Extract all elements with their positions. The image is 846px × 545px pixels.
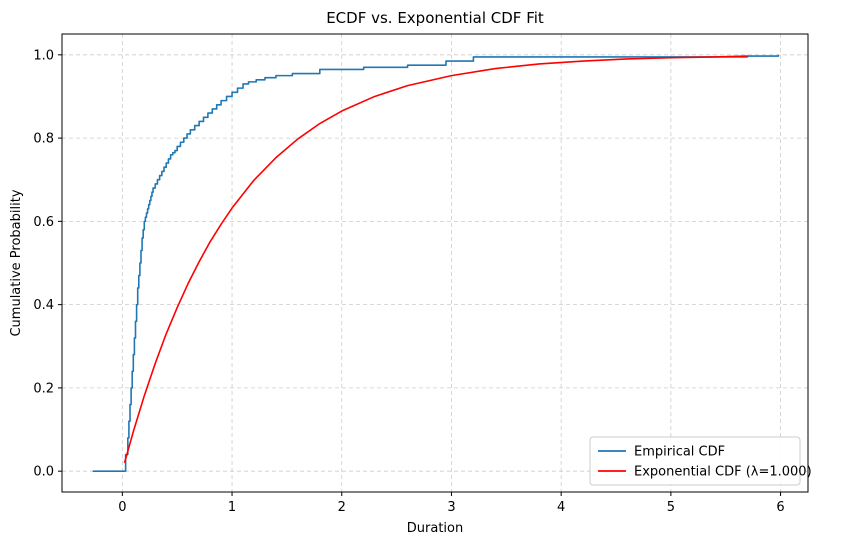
x-tick-label: 5	[667, 500, 675, 515]
series-layer	[92, 54, 780, 472]
x-tick-label: 6	[776, 500, 784, 515]
exponential-cdf-line	[123, 55, 748, 464]
ecdf-series-line	[92, 54, 780, 472]
y-axis-label: Cumulative Probability	[9, 189, 24, 336]
legend-label: Empirical CDF	[634, 445, 725, 460]
y-tick-label: 0.4	[33, 298, 54, 313]
plot-frame	[61, 33, 809, 493]
grid-layer	[62, 34, 808, 492]
ticks-layer: 0 1 2 3 4 5 6 0.0 0.2 0.4 0.6 0.8 1.0	[33, 48, 784, 515]
legend-label: Exponential CDF (λ=1.000)	[634, 465, 812, 480]
chart-title: ECDF vs. Exponential CDF Fit	[326, 9, 544, 27]
y-tick-label: 0.2	[33, 381, 54, 396]
y-tick-label: 0.0	[33, 465, 54, 480]
y-tick-label: 1.0	[33, 48, 54, 63]
x-tick-label: 0	[118, 500, 126, 515]
legend-box	[589, 436, 801, 486]
legend: Empirical CDF Exponential CDF (λ=1.000)	[589, 436, 812, 486]
x-tick-label: 1	[228, 500, 236, 515]
y-tick-label: 0.6	[33, 215, 54, 230]
x-tick-label: 2	[338, 500, 346, 515]
x-tick-label: 4	[557, 500, 565, 515]
x-axis-label: Duration	[407, 521, 463, 536]
y-tick-label: 0.8	[33, 132, 54, 147]
x-tick-label: 3	[447, 500, 455, 515]
